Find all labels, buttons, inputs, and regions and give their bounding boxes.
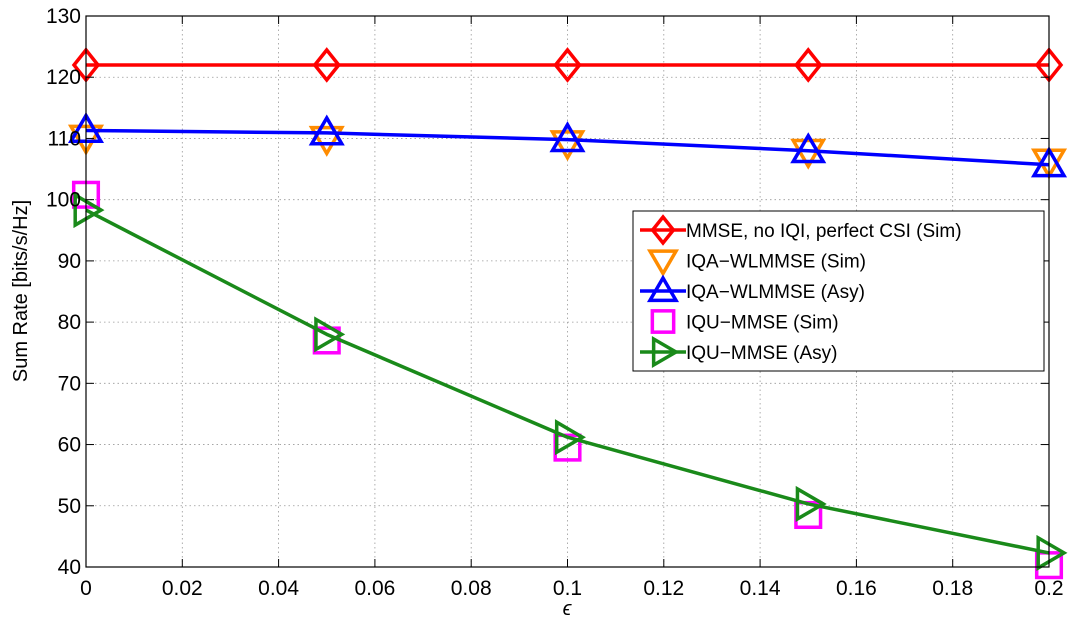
legend-label: MMSE, no IQI, perfect CSI (Sim) [686, 221, 962, 242]
series-line [85, 128, 1050, 167]
y-tick-label: 130 [46, 5, 81, 28]
x-tick-label: 0.2 [1034, 577, 1063, 600]
legend-entry: IQA−WLMMSE (Sim) [646, 249, 866, 277]
tick-labels: 0 0.02 0.04 0.06 0.08 0.1 0.12 0.14 0.16 0.18 0.2 4… [46, 5, 1064, 600]
x-tick-label: 0.14 [740, 577, 781, 600]
legend-label: IQA−WLMMSE (Sim) [686, 252, 866, 273]
x-tick-label: 0.12 [643, 577, 684, 600]
data-point [790, 132, 827, 164]
legend-label: IQU−MMSE (Sim) [686, 313, 839, 334]
data-point [794, 47, 823, 83]
data-point [554, 419, 586, 456]
data-point [549, 130, 586, 162]
legend-box [632, 210, 1045, 372]
y-tick-label: 70 [58, 372, 81, 395]
legend-label: IQA−WLMMSE (Asy) [686, 282, 865, 303]
x-tick-label: 0.02 [162, 577, 203, 600]
data-point [314, 316, 346, 353]
x-tick-label: 0 [80, 577, 92, 600]
series-5 [73, 192, 1068, 571]
legend-marker [646, 274, 680, 303]
legend-entry: IQA−WLMMSE (Asy) [640, 274, 865, 303]
x-tick-label: 0.18 [932, 577, 973, 600]
data-point [549, 121, 586, 153]
legend-marker [650, 214, 676, 246]
legend-marker [651, 335, 680, 369]
y-tick-label: 60 [58, 434, 81, 457]
x-tick-label: 0.16 [836, 577, 877, 600]
y-axis-label: Sum Rate [bits/s/Hz] [10, 200, 32, 382]
y-tick-label: 110 [48, 127, 81, 150]
x-tick-label: 0.04 [258, 577, 299, 600]
y-tick-label: 90 [58, 250, 81, 273]
x-axis-label: ϵ [563, 598, 573, 620]
legend-marker [646, 249, 680, 277]
y-tick-label: 100 [46, 189, 81, 212]
data-point [308, 114, 345, 146]
legend: MMSE, no IQI, perfect CSI (Sim) IQA−WLMMS… [632, 210, 1045, 372]
x-tick-label: 0.1 [553, 577, 582, 600]
legend-label: IQU−MMSE (Asy) [686, 343, 837, 364]
x-tick-label: 0.06 [354, 577, 395, 600]
y-tick-label: 40 [58, 556, 81, 579]
series-line [85, 208, 1050, 555]
data-point [308, 125, 345, 157]
x-tick-label: 0.08 [451, 577, 492, 600]
ticks [85, 15, 1050, 568]
data-point [73, 192, 105, 229]
y-tick-label: 50 [58, 495, 81, 518]
legend-entry: MMSE, no IQI, perfect CSI (Sim) [640, 214, 962, 246]
y-tick-label: 120 [46, 66, 81, 89]
legend-marker [650, 309, 676, 334]
data-point [553, 47, 582, 83]
y-tick-label: 80 [58, 311, 81, 334]
data-point [1036, 534, 1068, 571]
series-1 [71, 47, 1064, 83]
legend-entry: IQU−MMSE (Sim) [650, 309, 839, 334]
data-point [795, 485, 827, 522]
legend-entry: IQU−MMSE (Asy) [640, 335, 837, 369]
data-point [790, 138, 827, 170]
data-point [312, 47, 341, 83]
